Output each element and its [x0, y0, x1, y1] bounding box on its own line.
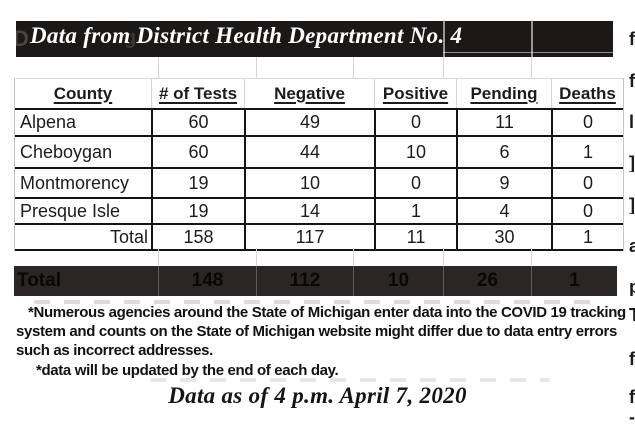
gridline	[158, 57, 159, 78]
footnote-line: *Numerous agencies around the State of M…	[28, 304, 626, 321]
positive-value: 0	[374, 169, 456, 197]
deaths-value: 1	[551, 137, 623, 167]
clipped-text-fragment: f	[629, 72, 635, 90]
tests-value: 158	[151, 225, 244, 249]
positive-value: 10	[374, 137, 456, 167]
county-name: Montmorency	[20, 172, 130, 193]
page: { "banner": { "title": "Data from Distri…	[14, 21, 635, 426]
positive-value: 11	[374, 225, 456, 249]
clipped-text-fragment: p	[629, 278, 635, 296]
pending-value: 9	[456, 169, 551, 197]
clipped-text-fragment: ]	[629, 154, 635, 172]
clipped-text-fragment: ]	[629, 196, 635, 214]
clipped-text-fragment: f	[629, 350, 635, 368]
county-name: Cheboygan	[20, 141, 113, 162]
spreadsheet-gap-row	[14, 248, 618, 266]
gridline	[443, 57, 444, 78]
negative-value: 49	[244, 110, 374, 135]
redacted-total-label: Total	[17, 270, 61, 291]
table-row-cheboygan: Cheboygan 60 44 10 6 1	[15, 135, 623, 167]
positive-value: 0	[374, 110, 456, 135]
redacted-tests-value: 148	[158, 266, 256, 296]
clipped-text-fragment: a	[629, 237, 635, 255]
column-header-pending: Pending	[456, 79, 551, 108]
date-caption: Data as of 4 p.m. April 7, 2020	[168, 383, 467, 408]
footnote-line: system and counts on the State of Michig…	[16, 323, 617, 340]
negative-value: 117	[244, 225, 374, 249]
tests-value: 19	[151, 199, 244, 223]
redacted-positive-value: 10	[353, 266, 443, 296]
spreadsheet-empty-row	[14, 57, 618, 79]
ghost-text-artifact	[34, 300, 594, 304]
gridline	[443, 248, 444, 266]
negative-value: 44	[244, 137, 374, 167]
banner-title: Data from District Health Department No.…	[30, 23, 463, 48]
title-banner: D g Data from District Health Department…	[16, 21, 613, 57]
clipped-text-fragment: T	[629, 306, 635, 324]
ghost-text-artifact	[150, 378, 550, 382]
table-header-row: County # of Tests Negative Positive Pend…	[15, 78, 623, 108]
column-header-tests: # of Tests	[151, 79, 244, 108]
banner-gridline	[443, 52, 613, 53]
total-label: Total	[109, 226, 148, 247]
negative-value: 14	[244, 199, 374, 223]
county-name: Alpena	[20, 112, 77, 132]
banner-gridline	[443, 21, 445, 57]
gridline	[353, 57, 354, 78]
banner-gridline	[531, 21, 533, 57]
gridline	[256, 57, 257, 78]
tests-value: 60	[151, 137, 244, 167]
redacted-pending-value: 26	[443, 266, 531, 296]
tests-value: 60	[151, 110, 244, 135]
deaths-value: 1	[551, 225, 623, 249]
table-row-total: Total 158 117 11 30 1	[15, 223, 623, 251]
footnotes: *Numerous agencies around the State of M…	[16, 303, 626, 380]
redacted-total-bar: Total 148 112 10 26 1	[14, 266, 617, 296]
clipped-text-fragment: f	[629, 388, 635, 406]
clipped-text-fragment: -	[629, 408, 635, 426]
footnote-line: such as incorrect addresses.	[16, 342, 213, 359]
deaths-value: 0	[551, 169, 623, 197]
footnote-update-note: *data will be updated by the end of each…	[36, 362, 339, 379]
gridline	[353, 248, 354, 266]
deaths-value: 0	[551, 199, 623, 223]
clipped-text-fragment: l	[629, 113, 635, 131]
gridline	[256, 248, 257, 266]
gridline	[531, 248, 532, 266]
column-header-deaths: Deaths	[551, 79, 623, 108]
pending-value: 30	[456, 225, 551, 249]
redacted-deaths-value: 1	[531, 266, 617, 296]
clipped-text-fragment: f	[629, 30, 635, 48]
pending-value: 11	[456, 110, 551, 135]
county-name: Presque Isle	[20, 200, 121, 221]
table-row-presque-isle: Presque Isle 19 14 1 4 0	[15, 197, 623, 223]
column-header-county: County	[53, 83, 113, 103]
gridline	[531, 57, 532, 78]
tests-value: 19	[151, 169, 244, 197]
column-header-positive: Positive	[374, 79, 456, 108]
county-data-table: County # of Tests Negative Positive Pend…	[14, 78, 624, 251]
ghost-text-fragment: g	[124, 27, 137, 49]
redacted-negative-value: 112	[256, 266, 353, 296]
gridline	[158, 248, 159, 266]
deaths-value: 0	[551, 110, 623, 135]
column-header-negative: Negative	[244, 79, 374, 108]
positive-value: 1	[374, 199, 456, 223]
pending-value: 6	[456, 137, 551, 167]
ghost-text-fragment: D	[16, 26, 29, 51]
table-row-alpena: Alpena 60 49 0 11 0	[15, 108, 623, 135]
negative-value: 10	[244, 169, 374, 197]
pending-value: 4	[456, 199, 551, 223]
table-row-montmorency: Montmorency 19 10 0 9 0	[15, 167, 623, 197]
